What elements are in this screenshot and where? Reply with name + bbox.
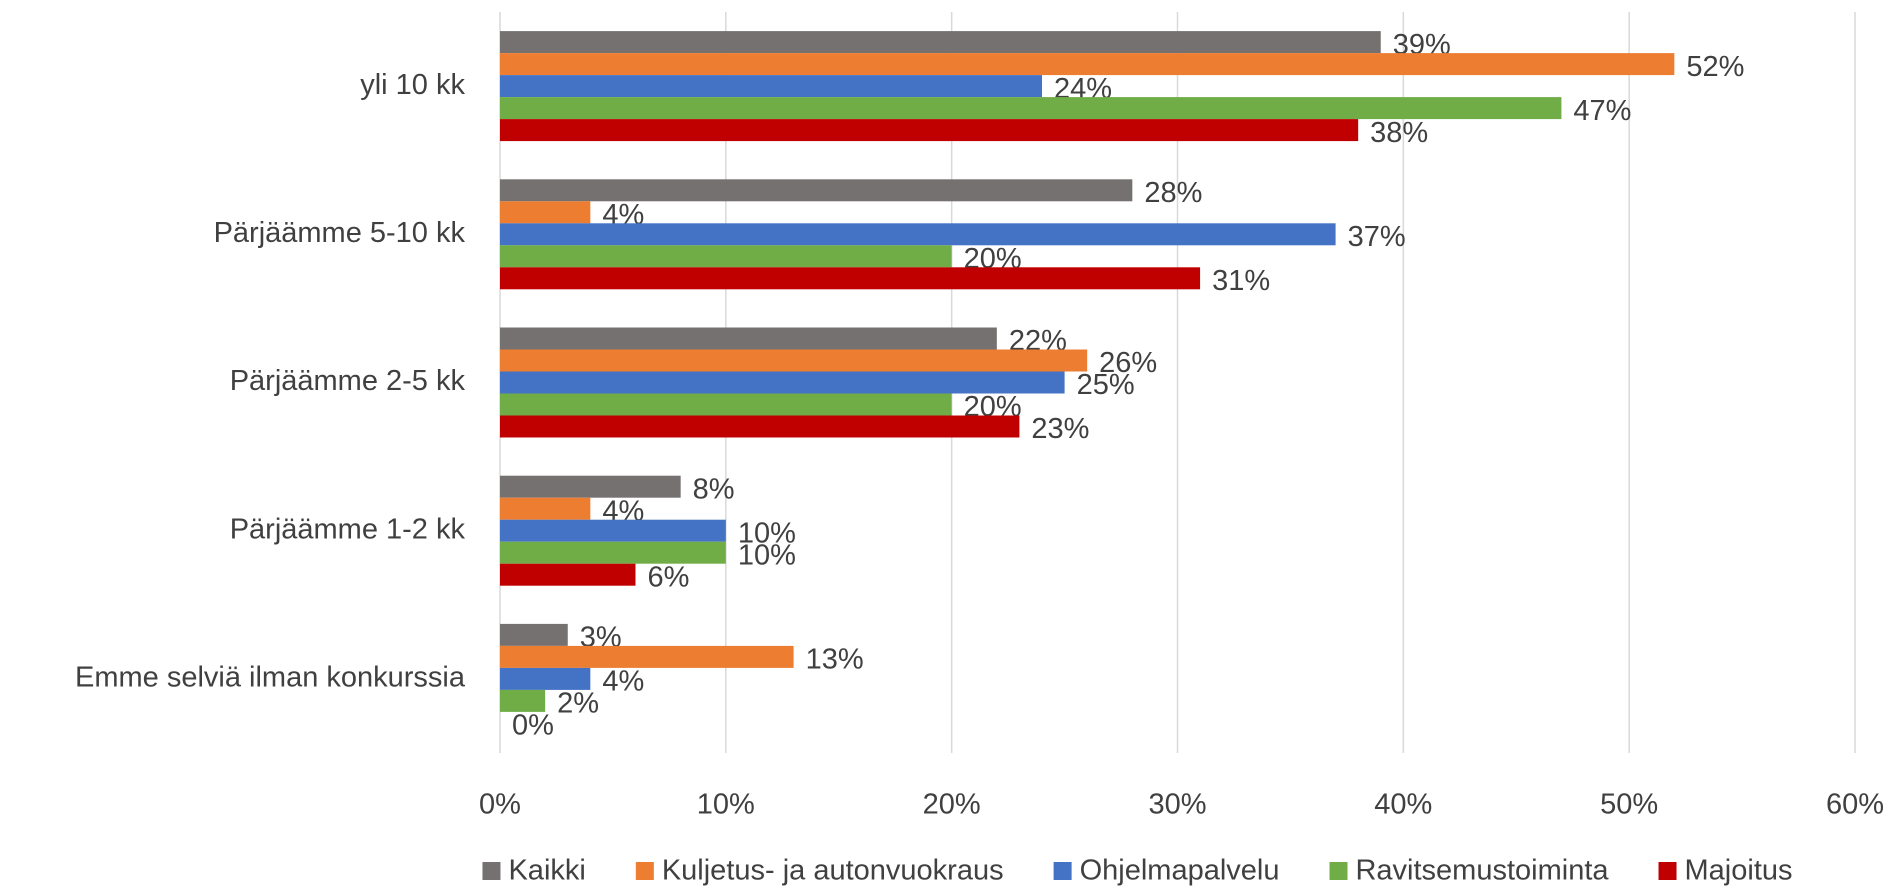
legend-label: Ohjelmapalvelu	[1080, 855, 1280, 887]
legend-item: Kaikki	[482, 855, 586, 887]
bar	[500, 267, 1201, 290]
legend-label: Majoitus	[1685, 855, 1793, 887]
legend-swatch	[482, 862, 501, 880]
bar	[500, 97, 1562, 120]
x-tick-label: 50%	[1600, 789, 1658, 821]
bar	[500, 245, 952, 268]
bar	[500, 689, 546, 712]
bar	[500, 667, 591, 690]
data-label: 28%	[1144, 177, 1202, 209]
legend-swatch	[1329, 862, 1348, 880]
bar	[500, 415, 1020, 438]
bar	[500, 371, 1065, 394]
legend-swatch	[635, 862, 654, 880]
bar	[500, 327, 997, 350]
bar	[500, 645, 794, 668]
bar	[500, 563, 636, 586]
bar	[500, 475, 681, 498]
x-tick-label: 30%	[1148, 789, 1206, 821]
data-label: 13%	[806, 644, 864, 676]
x-tick-label: 0%	[479, 789, 521, 821]
legend-swatch	[1658, 862, 1677, 880]
legend-item: Majoitus	[1658, 855, 1793, 887]
legend-item: Ohjelmapalvelu	[1053, 855, 1280, 887]
x-tick-label: 20%	[923, 789, 981, 821]
data-label: 8%	[693, 473, 735, 505]
bar	[500, 179, 1133, 202]
data-label: 23%	[1031, 413, 1089, 445]
y-tick-label: Pärjäämme 1-2 kk	[230, 513, 466, 545]
bar	[500, 75, 1042, 98]
bar	[500, 349, 1088, 372]
y-tick-label: yli 10 kk	[360, 69, 465, 101]
data-label: 37%	[1348, 221, 1406, 253]
bar	[500, 53, 1675, 76]
bar	[500, 393, 952, 416]
data-label: 0%	[512, 710, 554, 742]
y-tick-label: Pärjäämme 2-5 kk	[230, 365, 466, 397]
legend-swatch	[1053, 862, 1072, 880]
x-tick-label: 40%	[1374, 789, 1432, 821]
data-label: 10%	[738, 517, 796, 549]
data-label: 26%	[1099, 347, 1157, 379]
bar	[500, 541, 726, 564]
data-label: 10%	[738, 539, 796, 571]
data-label: 31%	[1212, 265, 1270, 297]
legend-item: Ravitsemustoiminta	[1329, 855, 1609, 887]
legend-label: Kaikki	[508, 855, 585, 887]
legend-item: Kuljetus- ja autonvuokraus	[635, 855, 1004, 887]
x-tick-label: 60%	[1826, 789, 1884, 821]
y-tick-label: Emme selviä ilman konkurssia	[75, 662, 466, 694]
data-label: 47%	[1573, 95, 1631, 127]
data-label: 25%	[1077, 369, 1135, 401]
data-label: 38%	[1370, 117, 1428, 149]
data-label: 52%	[1686, 51, 1744, 83]
data-label: 4%	[602, 666, 644, 698]
data-label: 2%	[557, 688, 599, 720]
y-tick-label: Pärjäämme 5-10 kk	[214, 217, 466, 249]
x-tick-label: 10%	[697, 789, 755, 821]
bar	[500, 201, 591, 224]
bar	[500, 623, 568, 646]
data-label: 6%	[648, 561, 690, 593]
bar	[500, 31, 1381, 54]
bar	[500, 519, 726, 542]
bar	[500, 497, 591, 520]
legend-label: Ravitsemustoiminta	[1355, 855, 1609, 887]
legend-label: Kuljetus- ja autonvuokraus	[662, 855, 1004, 887]
bar	[500, 119, 1359, 142]
bar	[500, 223, 1336, 246]
